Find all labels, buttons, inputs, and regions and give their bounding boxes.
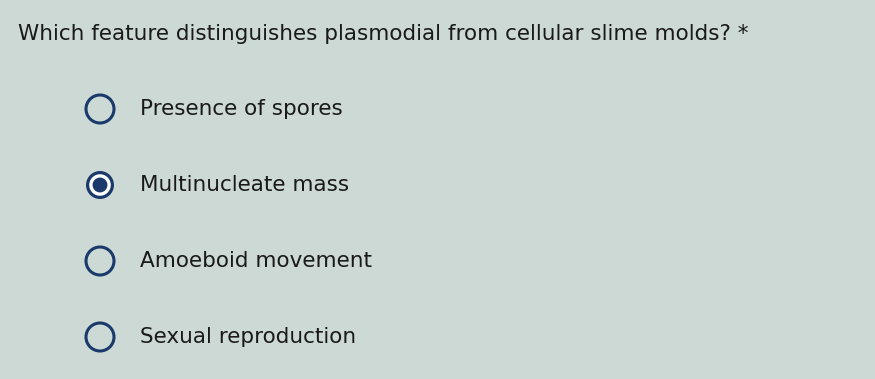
Text: Which feature distinguishes plasmodial from cellular slime molds? *: Which feature distinguishes plasmodial f… xyxy=(18,24,748,44)
Text: Multinucleate mass: Multinucleate mass xyxy=(140,175,349,195)
Circle shape xyxy=(94,178,107,192)
Text: Presence of spores: Presence of spores xyxy=(140,99,343,119)
Text: Sexual reproduction: Sexual reproduction xyxy=(140,327,356,347)
Text: Amoeboid movement: Amoeboid movement xyxy=(140,251,372,271)
Circle shape xyxy=(86,171,114,199)
Circle shape xyxy=(90,175,110,195)
